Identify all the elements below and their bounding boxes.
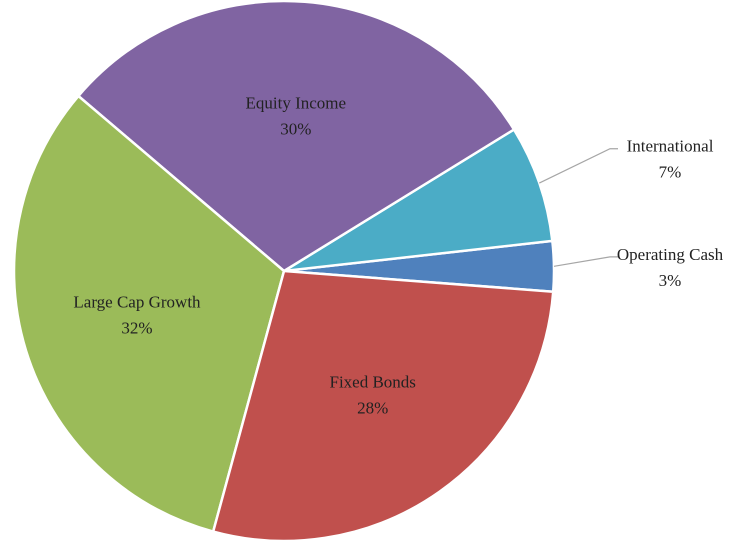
slice-value-label: 7% — [659, 163, 682, 182]
slice-value-label: 3% — [659, 271, 682, 290]
slice-label: Operating Cash — [617, 245, 724, 264]
pie-slice — [76, 0, 516, 273]
slice-value-label: 32% — [121, 318, 152, 337]
slice-label: Large Cap Growth — [73, 292, 201, 311]
slice-label: Equity Income — [246, 93, 347, 112]
slice-label: Fixed Bonds — [329, 373, 415, 392]
pie-slice — [12, 94, 286, 534]
leader-line — [553, 256, 618, 267]
slice-value-label: 30% — [280, 119, 311, 138]
pie-slice — [283, 127, 554, 273]
leader-line — [539, 148, 618, 184]
slice-value-label: 28% — [357, 399, 388, 418]
pie-slice — [211, 269, 555, 543]
slice-label: International — [627, 137, 714, 156]
